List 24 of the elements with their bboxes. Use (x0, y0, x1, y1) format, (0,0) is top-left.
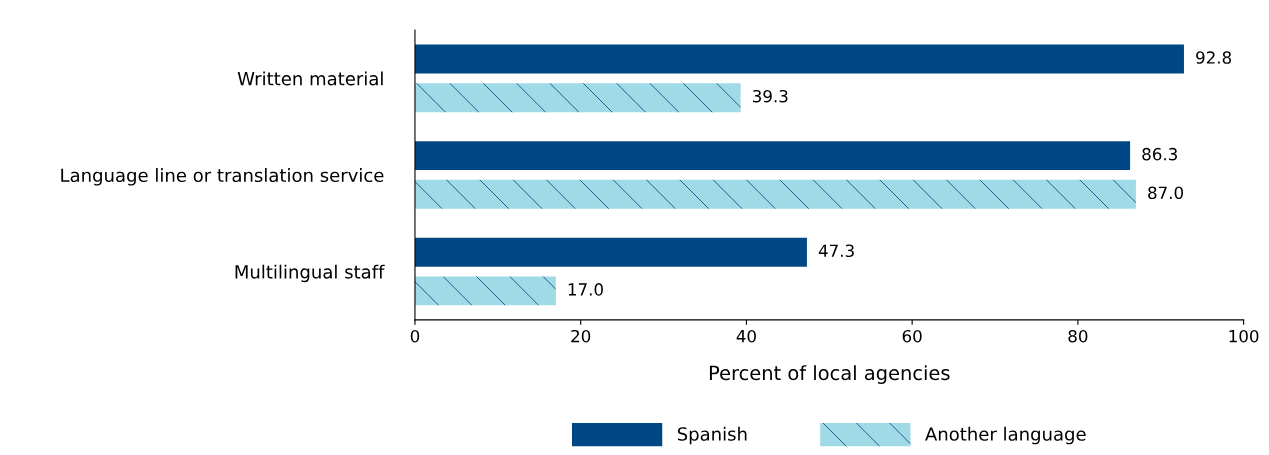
legend-label: Another language (925, 426, 1086, 445)
x-axis-title: Percent of local agencies (709, 365, 950, 384)
y-tick-label: Written material (237, 71, 383, 86)
bar (414, 83, 741, 113)
data-label: 39.3 (753, 89, 788, 103)
x-tick-label: 80 (1068, 329, 1088, 343)
x-tick-label: 100 (1229, 329, 1259, 343)
data-label: 17.0 (568, 283, 603, 296)
data-label: 47.3 (818, 244, 854, 258)
y-tick-label: Multilingual staff (235, 264, 385, 283)
legend-label: Spanish (677, 426, 747, 445)
x-tick-label: 60 (902, 329, 922, 343)
bar (414, 179, 1136, 209)
bar (414, 237, 807, 267)
y-tick-label: Language line or translation service (61, 168, 384, 186)
x-tick-label: 40 (736, 329, 756, 343)
x-tick-label: 20 (571, 329, 591, 343)
bar (414, 276, 556, 306)
x-tick-label: 0 (410, 329, 420, 343)
data-label: 87.0 (1148, 186, 1184, 200)
bar (414, 141, 1131, 171)
data-label: 92.8 (1196, 51, 1232, 64)
bar (414, 44, 1184, 74)
data-label: 86.3 (1142, 147, 1177, 161)
